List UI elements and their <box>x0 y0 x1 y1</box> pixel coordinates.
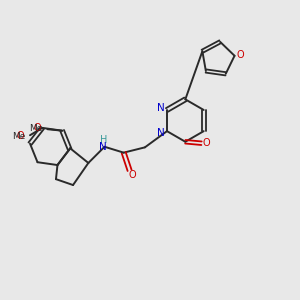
Text: H: H <box>100 135 107 145</box>
Text: O: O <box>16 131 24 141</box>
Text: N: N <box>157 103 164 112</box>
Text: O: O <box>34 123 42 133</box>
Text: Me: Me <box>12 132 25 141</box>
Text: O: O <box>236 50 244 60</box>
Text: Me: Me <box>29 124 43 133</box>
Text: O: O <box>128 170 136 180</box>
Text: N: N <box>157 128 164 138</box>
Text: O: O <box>203 138 210 148</box>
Text: N: N <box>99 142 106 152</box>
